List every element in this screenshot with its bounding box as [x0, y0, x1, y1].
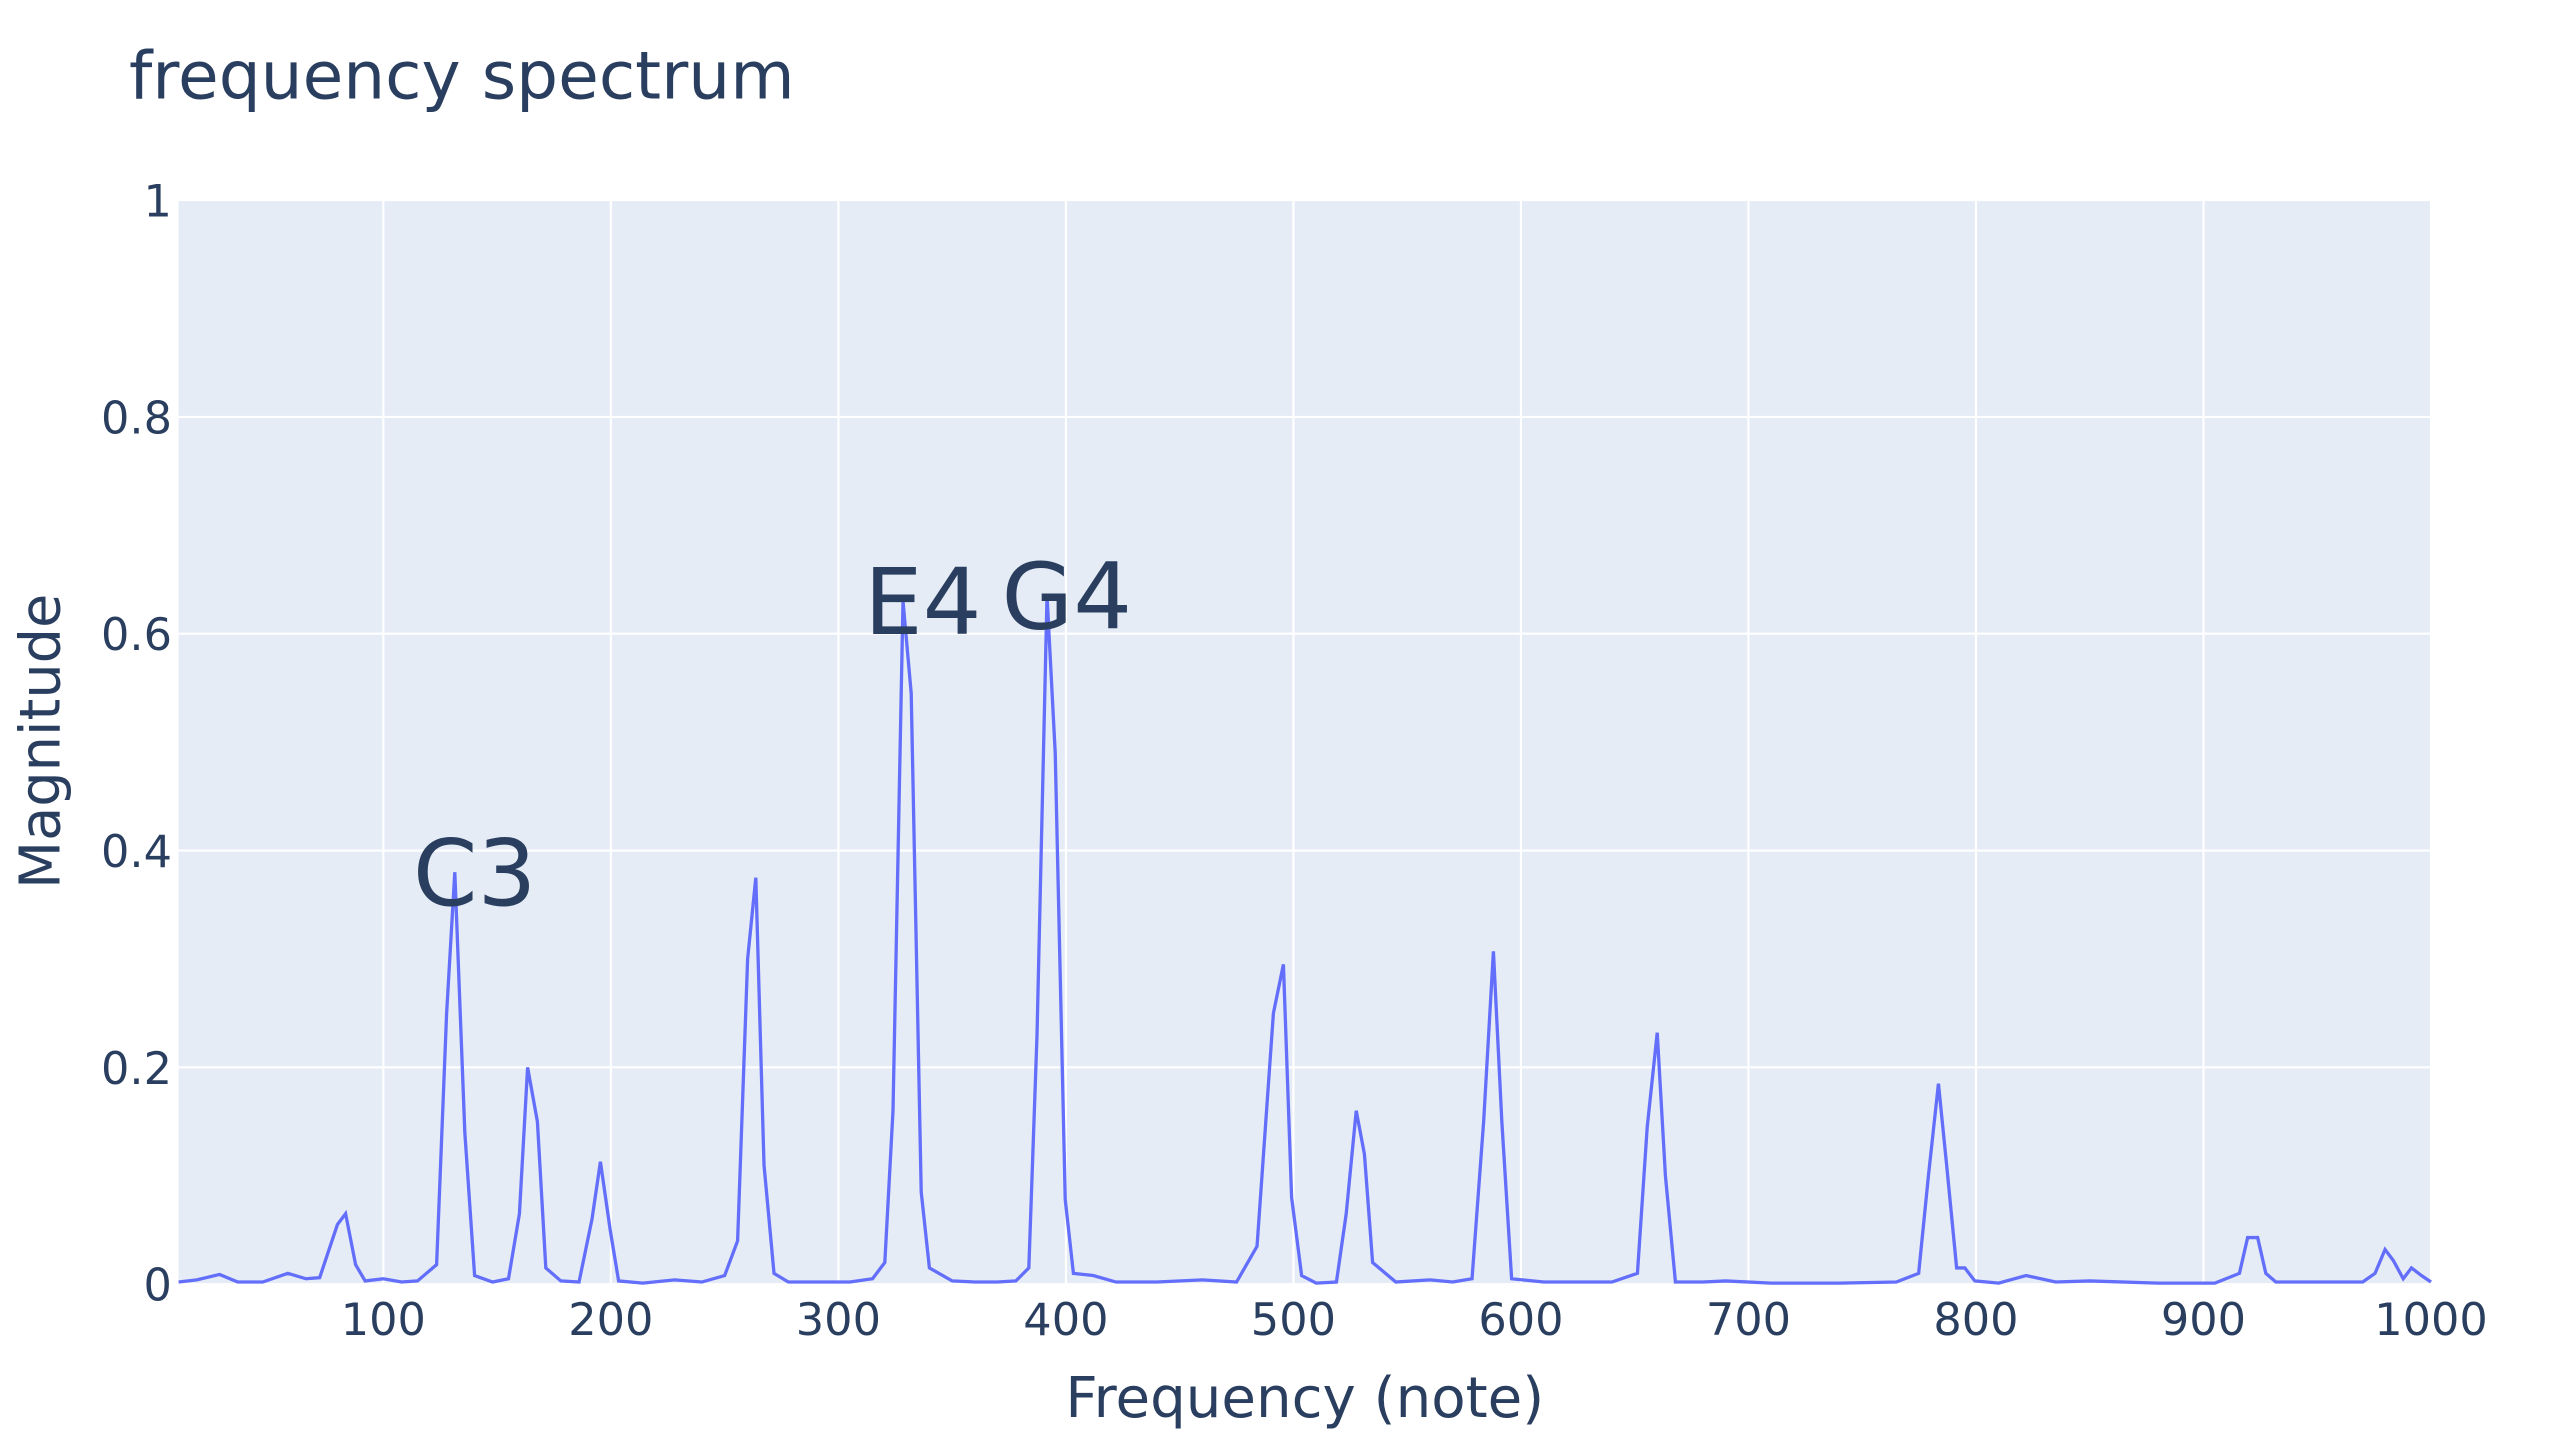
annotation: C3 [413, 819, 537, 927]
y-tick-label: 0.4 [101, 827, 172, 878]
annotation: G4 [1002, 543, 1133, 651]
x-tick-label: 200 [568, 1295, 653, 1346]
x-tick-label: 300 [796, 1295, 881, 1346]
chart-title: frequency spectrum [129, 38, 795, 115]
x-tick-label: 500 [1251, 1295, 1336, 1346]
y-axis-title: Magnitude [8, 594, 73, 889]
y-tick-label: 1 [144, 177, 172, 228]
x-tick-label: 100 [341, 1295, 426, 1346]
y-tick-label: 0.6 [101, 610, 172, 661]
annotation: E4 [864, 548, 981, 656]
y-tick-label: 0.8 [101, 393, 172, 444]
x-tick-label: 700 [1706, 1295, 1791, 1346]
plot-area [178, 200, 2432, 1285]
y-tick-label: 0.2 [101, 1044, 172, 1095]
x-tick-label: 400 [1023, 1295, 1108, 1346]
x-tick-label: 800 [1933, 1295, 2018, 1346]
x-tick-label: 1000 [2374, 1295, 2488, 1346]
x-tick-label: 900 [2161, 1295, 2246, 1346]
y-tick-label: 0 [144, 1261, 172, 1312]
line [178, 595, 2432, 1285]
x-tick-label: 600 [1478, 1295, 1563, 1346]
x-axis-title: Frequency (note) [1065, 1366, 1544, 1431]
